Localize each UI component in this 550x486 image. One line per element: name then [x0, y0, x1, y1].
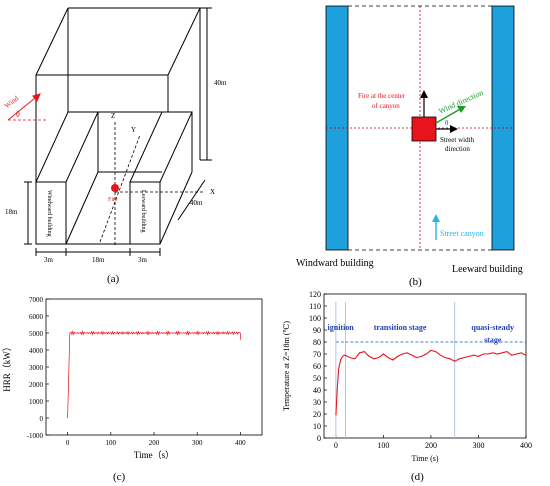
leeward-label-a: Leeward building [140, 190, 146, 233]
y-tick-label: 90 [313, 326, 321, 335]
y-tick-label: 3000 [29, 364, 44, 372]
theta-label-b: θ [445, 119, 449, 127]
wind-label: Wind [3, 94, 20, 110]
y-tick-label: 50 [313, 374, 321, 383]
plot-frame [45, 298, 263, 436]
panel-b-plan: Fire at the center of canyon Wind direct… [296, 5, 523, 275]
x-tick-label: 400 [520, 441, 532, 450]
x-axis-label: Time (s) [411, 454, 438, 463]
dim-width-18: 18m [92, 256, 105, 264]
dim-height-18: 18m [5, 208, 18, 216]
y-tick-label: 2000 [29, 381, 44, 389]
fire-marker [111, 184, 119, 192]
y-tick-label: 120 [309, 290, 321, 299]
dim-depth-40: 40m [190, 199, 203, 207]
y-tick-label: 40 [313, 386, 321, 395]
x-tick-label: 200 [149, 439, 160, 447]
stage-label: quasi-steady [471, 323, 514, 332]
y-tick-label: 110 [309, 302, 321, 311]
panel-label-d: (d) [411, 471, 424, 483]
stage-label: transition stage [374, 323, 427, 332]
dim-width-3-left: 3m [44, 256, 54, 264]
fire-center-label-2: of canyon [372, 102, 400, 110]
y-axis-label: Y [131, 126, 136, 134]
y-tick-label: 6000 [29, 313, 44, 321]
plot-frame [323, 293, 527, 439]
fire-label: Fire [108, 197, 118, 203]
y-tick-label: 0 [40, 415, 44, 423]
y-tick-label: 5000 [29, 330, 44, 338]
y-tick-label: 80 [313, 338, 321, 347]
x-tick-label: 100 [106, 439, 117, 447]
theta-label-a: θ [16, 110, 20, 119]
x-tick-label: 0 [66, 439, 70, 447]
y-tick-label: 60 [313, 362, 321, 371]
dim-width-3-right: 3m [138, 256, 148, 264]
y-axis-label: Temperature at Z=18m (℃) [282, 321, 291, 411]
dim-height-40: 40m [214, 79, 227, 87]
chart-d-temperature: 0 100 200 300 400 0 10 20 30 40 50 60 70 80 90 100 110 12… [282, 290, 532, 463]
panel-label-a: (a) [107, 273, 120, 285]
street-width-label-1: Street width [440, 136, 475, 144]
panel-a-schematic: Wind θ Z Y X Fire Windward building Leew… [3, 7, 227, 264]
y-tick-label: 7000 [29, 296, 44, 304]
y-tick-label: 1000 [29, 398, 44, 406]
windward-building-label: Windward building [296, 258, 374, 269]
y-tick-label: 20 [313, 410, 321, 419]
y-tick-label: 70 [313, 350, 321, 359]
panel-label-c: (c) [113, 471, 126, 483]
windward-label-a: Windward building [46, 190, 52, 237]
y-tick-label: -1000 [27, 432, 44, 440]
y-tick-label: 30 [313, 398, 321, 407]
x-tick-label: 200 [425, 441, 437, 450]
y-tick-label: 100 [309, 314, 321, 323]
street-width-label-2: direction [445, 145, 470, 153]
temperature-series-line [335, 349, 527, 416]
x-tick-label: 300 [192, 439, 203, 447]
y-axis-label: HRR（kW） [2, 342, 12, 392]
x-tick-label: 300 [472, 441, 484, 450]
street-canyon-label: Street canyon [440, 229, 484, 238]
stage-label: ignition [328, 323, 355, 332]
chart-c-hrr: 0 100 200 300 400 -1000 0 1000 2000 3000 4000 5000 6… [2, 296, 263, 460]
x-axis-label: X [210, 188, 215, 196]
x-tick-label: 0 [334, 441, 338, 450]
fire-center-label-1: Fire at the center [358, 92, 406, 100]
leeward-building-label: Leeward building [452, 264, 523, 275]
z-axis-label: Z [111, 112, 115, 120]
x-axis-label: Time（s） [134, 450, 174, 460]
hrr-series-line [67, 329, 241, 419]
y-tick-label: 10 [313, 422, 321, 431]
y-tick-label: 4000 [29, 347, 44, 355]
x-tick-label: 100 [377, 441, 389, 450]
x-tick-label: 400 [235, 439, 246, 447]
stage-label: stage [484, 335, 502, 344]
fire-square [411, 116, 437, 142]
y-tick-label: 0 [317, 434, 321, 443]
panel-label-b: (b) [409, 276, 422, 288]
